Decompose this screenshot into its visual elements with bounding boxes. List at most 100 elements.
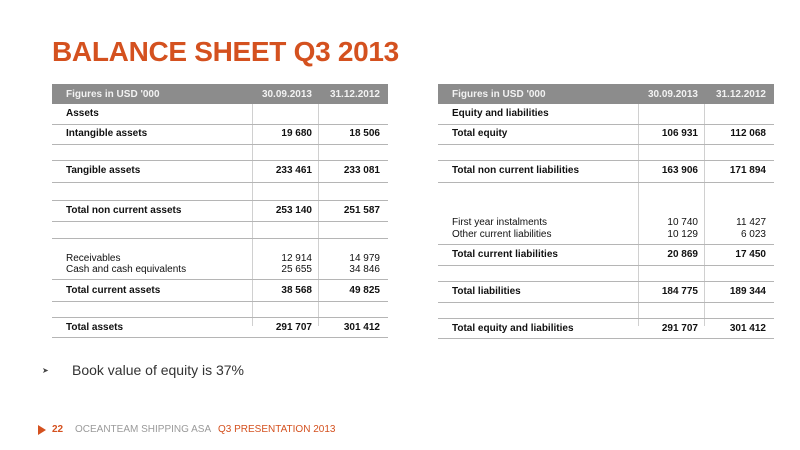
row-label: Tangible assets (66, 165, 141, 176)
row-divider (438, 244, 774, 245)
row-label: Total current assets (66, 285, 161, 296)
row-divider (52, 337, 388, 338)
row-value-2: 301 412 (729, 323, 766, 334)
column-divider (252, 104, 253, 326)
row-value-1: 10 129 (667, 229, 698, 240)
row-divider (52, 200, 388, 201)
table-row: Total current liabilities 20 869 17 450 (438, 249, 774, 263)
row-label: Cash and cash equivalents (66, 264, 187, 275)
table-header: Figures in USD '000 30.09.2013 31.12.201… (52, 84, 388, 104)
row-value-2: 189 344 (729, 286, 766, 297)
page-title: BALANCE SHEET Q3 2013 (52, 36, 399, 67)
company-name: OCEANTEAM SHIPPING ASA (75, 424, 212, 435)
table-row: Total current assets 38 568 49 825 (52, 285, 388, 299)
equity-liabilities-table: Figures in USD '000 30.09.2013 31.12.201… (438, 84, 774, 339)
row-value-1: 163 906 (661, 165, 698, 176)
section-label-row: Equity and liabilities (438, 108, 774, 122)
row-value-1: 10 740 (667, 217, 698, 228)
row-divider (438, 265, 774, 266)
assets-table: Figures in USD '000 30.09.2013 31.12.201… (52, 84, 388, 338)
row-divider (438, 302, 774, 303)
table-row: Cash and cash equivalents 25 655 34 846 (52, 264, 388, 278)
row-value-1: 25 655 (281, 264, 312, 275)
row-value-1: 291 707 (661, 323, 698, 334)
row-value-2: 18 506 (349, 128, 380, 139)
header-figures: Figures in USD '000 (66, 89, 160, 100)
row-value-2: 14 979 (349, 253, 380, 264)
header-date-2: 31.12.2012 (329, 89, 380, 100)
row-label: Total equity (452, 128, 508, 139)
row-divider (438, 144, 774, 145)
table-row: Total non current assets 253 140 251 587 (52, 205, 388, 219)
table-row: First year instalments 10 740 11 427 (438, 217, 774, 231)
row-divider (438, 160, 774, 161)
header-date-1: 30.09.2013 (647, 89, 698, 100)
column-divider (318, 104, 319, 326)
row-value-1: 291 707 (275, 322, 312, 333)
column-divider (704, 104, 705, 326)
row-value-2: 112 068 (730, 128, 766, 139)
presentation-name: Q3 PRESENTATION 2013 (218, 424, 336, 435)
section-label: Equity and liabilities (452, 108, 549, 119)
table-row: Intangible assets 19 680 18 506 (52, 128, 388, 142)
row-value-1: 38 568 (281, 285, 312, 296)
row-label: Total non current assets (66, 205, 182, 216)
row-value-2: 233 081 (343, 165, 380, 176)
row-divider (52, 301, 388, 302)
row-value-1: 19 680 (281, 128, 312, 139)
row-value-1: 12 914 (281, 253, 312, 264)
row-divider (438, 281, 774, 282)
section-label-row: Assets (52, 108, 388, 122)
table-header: Figures in USD '000 30.09.2013 31.12.201… (438, 84, 774, 104)
row-value-2: 17 450 (735, 249, 766, 260)
play-triangle-icon (38, 425, 46, 435)
row-divider (52, 317, 388, 318)
row-label: Total equity and liabilities (452, 323, 574, 334)
header-date-1: 30.09.2013 (261, 89, 312, 100)
table-row: Tangible assets 233 461 233 081 (52, 165, 388, 179)
section-label: Assets (66, 108, 99, 119)
row-value-2: 171 894 (729, 165, 766, 176)
row-value-2: 11 427 (736, 217, 766, 228)
page-number: 22 (52, 424, 64, 435)
table-row: Total liabilities 184 775 189 344 (438, 286, 774, 300)
row-label: First year instalments (452, 217, 548, 228)
row-value-2: 301 412 (343, 322, 380, 333)
row-label: Receivables (66, 253, 121, 264)
row-divider (52, 144, 388, 145)
table-row: Other current liabilities 10 129 6 023 (438, 229, 774, 243)
row-divider (52, 279, 388, 280)
header-date-2: 31.12.2012 (715, 89, 766, 100)
row-divider (438, 182, 774, 183)
row-divider (52, 221, 388, 222)
row-label: Total assets (66, 322, 124, 333)
row-value-2: 251 587 (343, 205, 380, 216)
row-value-2: 6 023 (740, 229, 766, 240)
row-divider (438, 318, 774, 319)
row-divider (52, 124, 388, 125)
row-value-1: 184 775 (661, 286, 698, 297)
row-label: Other current liabilities (452, 229, 552, 240)
row-label: Total current liabilities (452, 249, 558, 260)
table-row: Total non current liabilities 163 906 17… (438, 165, 774, 179)
row-value-2: 34 846 (349, 264, 380, 275)
bullet-text: Book value of equity is 37% (72, 362, 244, 378)
row-value-1: 233 461 (275, 165, 312, 176)
table-row: Total equity and liabilities 291 707 301… (438, 323, 774, 337)
table-row: Total assets 291 707 301 412 (52, 322, 388, 336)
row-value-2: 49 825 (349, 285, 380, 296)
row-value-1: 20 869 (667, 249, 698, 260)
row-divider (438, 124, 774, 125)
row-divider (438, 338, 774, 339)
row-divider (52, 182, 388, 183)
row-label: Total non current liabilities (452, 165, 580, 176)
header-figures: Figures in USD '000 (452, 89, 546, 100)
table-row: Total equity 106 931 112 068 (438, 128, 774, 142)
row-value-1: 106 931 (661, 128, 698, 139)
column-divider (638, 104, 639, 326)
row-label: Total liabilities (452, 286, 521, 297)
row-label: Intangible assets (66, 128, 148, 139)
table-row: Receivables 12 914 14 979 (52, 253, 388, 267)
row-divider (52, 238, 388, 239)
row-value-1: 253 140 (275, 205, 312, 216)
